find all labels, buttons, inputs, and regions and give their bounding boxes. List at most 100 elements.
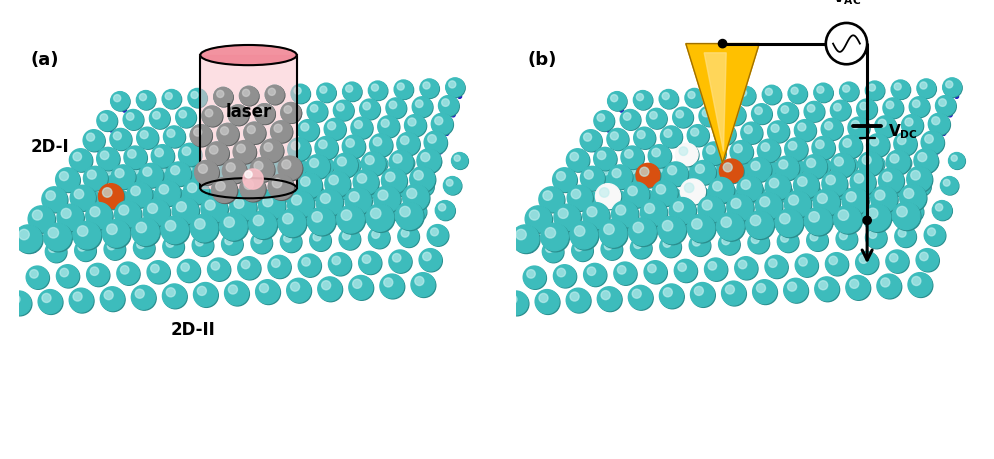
Circle shape <box>648 213 667 233</box>
Circle shape <box>224 217 235 227</box>
Circle shape <box>818 205 838 224</box>
Circle shape <box>543 242 564 263</box>
Circle shape <box>581 192 599 210</box>
Circle shape <box>122 108 126 112</box>
Circle shape <box>291 84 310 103</box>
Circle shape <box>602 169 608 175</box>
Circle shape <box>238 257 260 279</box>
Circle shape <box>879 206 886 213</box>
Circle shape <box>139 163 163 187</box>
Circle shape <box>554 204 580 230</box>
Circle shape <box>530 210 540 220</box>
Circle shape <box>733 234 739 240</box>
Circle shape <box>216 181 226 191</box>
Circle shape <box>371 156 388 172</box>
Circle shape <box>594 148 617 171</box>
Circle shape <box>607 129 629 151</box>
Circle shape <box>141 230 150 239</box>
Circle shape <box>788 195 798 205</box>
Circle shape <box>203 107 223 127</box>
Circle shape <box>287 191 314 217</box>
Circle shape <box>240 176 265 201</box>
Circle shape <box>840 83 859 101</box>
Circle shape <box>127 150 136 158</box>
Circle shape <box>430 167 436 173</box>
Circle shape <box>736 212 744 219</box>
Circle shape <box>899 229 907 237</box>
Circle shape <box>241 87 259 106</box>
Circle shape <box>229 106 249 126</box>
Circle shape <box>438 123 445 129</box>
Circle shape <box>784 220 793 230</box>
Circle shape <box>75 223 101 250</box>
Circle shape <box>762 232 768 238</box>
Circle shape <box>432 114 453 135</box>
Circle shape <box>871 186 897 212</box>
Circle shape <box>581 167 605 191</box>
Circle shape <box>746 212 774 240</box>
Circle shape <box>110 129 132 151</box>
Circle shape <box>678 263 687 271</box>
Circle shape <box>237 144 246 153</box>
Circle shape <box>596 185 621 210</box>
Circle shape <box>857 99 877 119</box>
Circle shape <box>778 160 788 169</box>
Circle shape <box>697 226 706 235</box>
Circle shape <box>895 133 917 156</box>
Circle shape <box>656 185 666 194</box>
Circle shape <box>785 192 812 218</box>
Circle shape <box>674 237 681 244</box>
Circle shape <box>398 155 414 171</box>
Circle shape <box>789 85 807 104</box>
Circle shape <box>220 213 248 240</box>
Circle shape <box>281 103 301 123</box>
Circle shape <box>262 197 272 207</box>
Circle shape <box>714 90 721 97</box>
Circle shape <box>650 112 657 119</box>
Circle shape <box>281 232 302 252</box>
Circle shape <box>281 160 291 169</box>
Circle shape <box>237 210 255 229</box>
Circle shape <box>719 39 727 48</box>
Circle shape <box>298 254 320 276</box>
Circle shape <box>153 112 160 119</box>
Circle shape <box>580 167 584 172</box>
Circle shape <box>831 153 854 177</box>
Circle shape <box>179 143 201 166</box>
Circle shape <box>789 207 809 226</box>
Circle shape <box>565 219 572 227</box>
Circle shape <box>26 266 49 288</box>
Circle shape <box>876 203 895 222</box>
Circle shape <box>255 280 279 303</box>
Circle shape <box>346 85 353 92</box>
Circle shape <box>405 213 414 223</box>
Circle shape <box>238 162 253 178</box>
Circle shape <box>880 169 905 194</box>
Circle shape <box>653 182 678 207</box>
Circle shape <box>691 187 709 204</box>
Circle shape <box>888 182 895 188</box>
Circle shape <box>190 125 212 146</box>
Circle shape <box>110 129 131 150</box>
Circle shape <box>868 208 878 218</box>
Circle shape <box>542 224 570 252</box>
Circle shape <box>799 257 807 266</box>
Circle shape <box>165 93 172 100</box>
Circle shape <box>195 161 219 184</box>
Circle shape <box>553 206 559 211</box>
Circle shape <box>639 192 645 199</box>
Circle shape <box>665 163 689 187</box>
Circle shape <box>110 92 129 110</box>
Circle shape <box>417 150 441 174</box>
Circle shape <box>804 101 824 121</box>
Circle shape <box>746 185 764 202</box>
Circle shape <box>229 285 238 294</box>
Circle shape <box>287 138 310 160</box>
Circle shape <box>636 189 654 207</box>
Circle shape <box>738 87 756 106</box>
Circle shape <box>143 167 152 176</box>
Circle shape <box>93 216 113 235</box>
Circle shape <box>886 150 910 174</box>
Circle shape <box>741 180 750 190</box>
Circle shape <box>935 95 955 116</box>
